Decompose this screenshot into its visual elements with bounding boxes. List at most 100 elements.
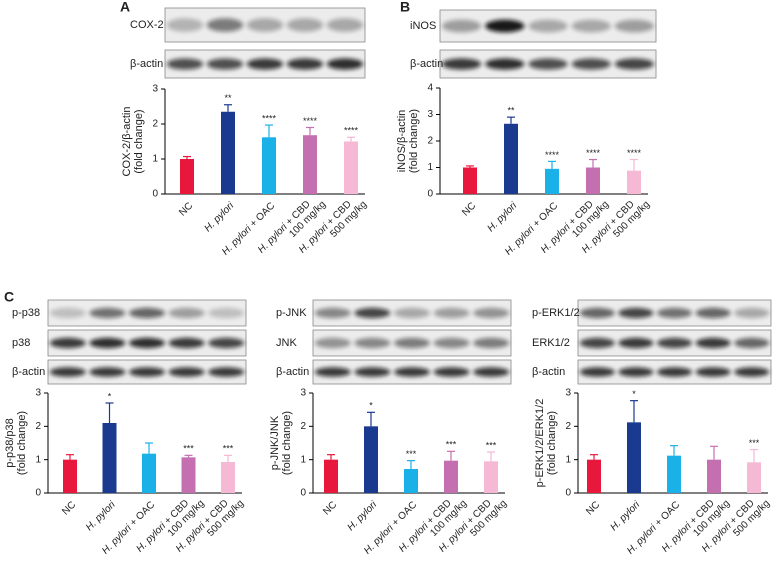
blot-band	[129, 307, 165, 319]
blot-label: β-actin	[276, 366, 309, 378]
y-tick-label: 1	[427, 162, 433, 173]
blot-label: β-actin	[410, 58, 443, 70]
y-axis-label: COX-2/β-actin	[121, 107, 133, 177]
panel-label: C	[4, 289, 14, 305]
x-tick-label: NC	[177, 200, 195, 218]
x-tick-label: H. pylori	[202, 200, 236, 234]
blot-band	[473, 367, 510, 377]
y-tick-label: 1	[565, 454, 571, 465]
blot-label: p-ERK1/2	[532, 307, 580, 319]
blot-band	[614, 19, 655, 33]
y-tick-label: 2	[300, 421, 306, 432]
x-tick-label: H. pylori	[608, 499, 642, 533]
y-tick-label: 0	[427, 189, 433, 200]
bar	[463, 167, 477, 194]
significance: ****	[586, 148, 601, 158]
bar	[142, 453, 156, 493]
bar	[586, 167, 600, 194]
bar	[181, 457, 196, 493]
blot-band	[354, 337, 391, 349]
blot-label: β-actin	[130, 58, 163, 70]
bar	[180, 159, 194, 194]
blot-band	[314, 367, 351, 377]
blot-band	[528, 58, 568, 70]
blot-band	[656, 367, 693, 377]
x-tick-label: H. pylori	[485, 200, 519, 234]
bar	[364, 426, 378, 493]
bar	[504, 123, 518, 194]
blot-band	[571, 19, 611, 33]
y-tick-label: 0	[300, 488, 306, 499]
blot-label: β-actin	[12, 366, 45, 378]
bar	[324, 459, 338, 493]
blot-band	[441, 58, 482, 70]
blot-band	[473, 307, 510, 319]
bar	[404, 469, 418, 493]
x-tick-group: H. pylori	[485, 200, 519, 234]
x-tick-group: NC	[321, 499, 339, 517]
blot-band	[166, 58, 204, 70]
blot-band	[168, 337, 205, 349]
blot-band	[528, 19, 568, 33]
x-tick-group: NC	[584, 499, 602, 517]
x-tick-group: H. pylori	[608, 499, 642, 533]
blot-band	[166, 18, 204, 32]
blot-band	[89, 337, 126, 349]
bar	[545, 168, 559, 194]
significance: *	[369, 401, 373, 411]
x-tick-label: NC	[60, 499, 78, 517]
blot-band	[734, 307, 770, 319]
bar	[303, 135, 317, 194]
significance: ***	[446, 440, 457, 450]
significance: ****	[545, 150, 560, 160]
y-axis-label: (fold change)	[133, 109, 145, 173]
significance: **	[507, 106, 515, 116]
blot-band	[734, 337, 770, 349]
y-tick-label: 2	[35, 421, 41, 432]
x-tick-group: NC	[60, 499, 78, 517]
blot-band	[208, 337, 245, 349]
blot-band	[246, 58, 284, 70]
y-axis-label: p-p38/p38	[4, 418, 16, 468]
y-tick-label: 1	[35, 454, 41, 465]
blot-band	[579, 337, 615, 349]
blot-band	[656, 337, 693, 349]
x-tick-group: NC	[177, 200, 195, 218]
blot-label: iNOS	[410, 20, 436, 32]
blot-band	[485, 58, 525, 70]
blot-band	[89, 307, 126, 319]
blot-band	[206, 58, 244, 70]
blot-band	[618, 307, 654, 319]
significance: ***	[749, 438, 760, 448]
blot-band	[246, 18, 284, 32]
blot-band	[354, 307, 391, 319]
y-axis-label: (fold change)	[16, 411, 28, 475]
bar	[344, 141, 358, 194]
panel-label: B	[400, 0, 410, 15]
y-tick-label: 0	[152, 189, 158, 200]
blot-label: p-JNK	[276, 307, 307, 319]
blot-band	[208, 367, 245, 377]
x-tick-label: H. pylori	[84, 499, 118, 533]
blot-band	[49, 367, 86, 377]
y-tick-label: 2	[565, 421, 571, 432]
y-tick-label: 3	[300, 388, 306, 399]
bar	[707, 459, 721, 493]
bar	[587, 459, 601, 493]
significance: ***	[406, 449, 417, 459]
bar	[444, 460, 458, 493]
x-tick-group: H. pylori	[345, 499, 379, 533]
bar	[262, 137, 276, 194]
y-tick-label: 0	[35, 488, 41, 499]
x-tick-label: H. pylori	[345, 499, 379, 533]
significance: ****	[262, 113, 277, 123]
significance: ****	[627, 148, 642, 158]
bar	[484, 461, 498, 493]
blot-band	[129, 367, 165, 377]
blot-band	[473, 337, 510, 349]
panel-label: A	[120, 0, 130, 15]
y-tick-label: 2	[152, 119, 158, 130]
significance: ***	[223, 444, 234, 454]
y-axis-label: p-JNK/JNK	[269, 415, 281, 470]
blot-band	[286, 58, 324, 70]
